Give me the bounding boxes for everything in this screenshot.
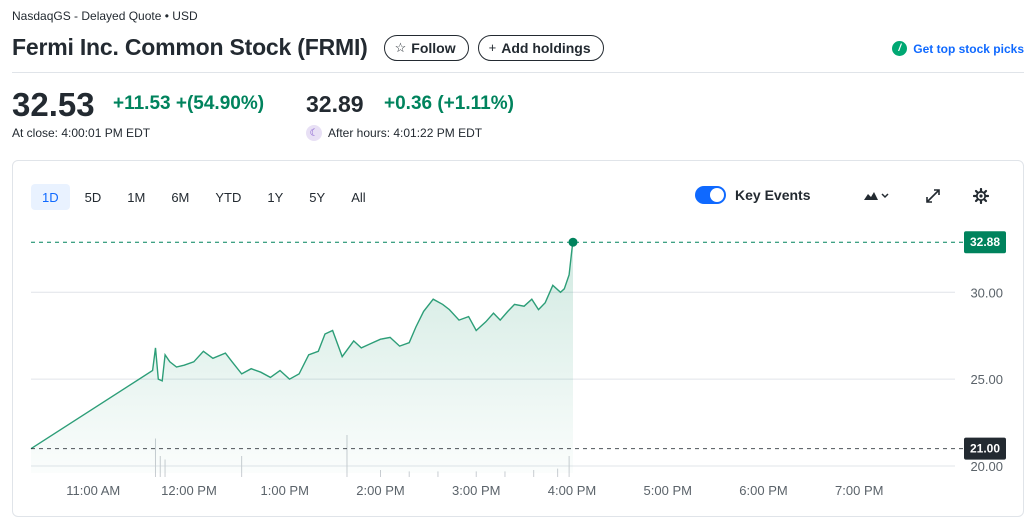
- header-divider: [12, 72, 1024, 73]
- x-tick-label: 1:00 PM: [261, 483, 309, 498]
- green-badge-icon: /: [892, 41, 908, 56]
- range-tab-5d[interactable]: 5D: [84, 189, 102, 205]
- x-tick-label: 7:00 PM: [835, 483, 883, 498]
- after-hours-price: 32.89: [306, 91, 364, 117]
- follow-button[interactable]: ☆ Follow: [383, 34, 469, 61]
- previous-close-tag: [964, 437, 1006, 460]
- after-hours-change-percent: (+1.11%): [437, 93, 514, 114]
- chart-card: 1D 5D 1M 6M YTD 1Y 5Y All Key Events 30.00 25.00…: [12, 160, 1024, 517]
- x-tick-label: 3:00 PM: [452, 483, 500, 498]
- toggle-switch[interactable]: [695, 186, 726, 204]
- x-tick-label: 5:00 PM: [644, 483, 692, 498]
- price-line: [30, 242, 574, 450]
- page-title: Fermi Inc. Common Stock (FRMI): [12, 34, 368, 60]
- y-tick-label: 20.00: [970, 459, 1003, 474]
- chart-type-button[interactable]: [861, 186, 891, 206]
- after-hours-change-value: +0.36: [384, 93, 433, 114]
- close-time: At close: 4:00:01 PM EDT: [12, 126, 151, 140]
- add-holdings-button[interactable]: + Add holdings: [477, 34, 604, 61]
- y-tick-label: 30.00: [970, 285, 1003, 300]
- current-price-tag: [964, 231, 1006, 254]
- range-tab-1d[interactable]: 1D: [31, 184, 70, 210]
- current-price-tag-label: 32.88: [970, 235, 1000, 249]
- exchange-line: NasdaqGS - Delayed Quote • USD: [12, 9, 198, 23]
- regular-change-percent: +(54.90%): [175, 93, 265, 114]
- range-tab-all[interactable]: All: [351, 189, 366, 205]
- y-tick-label: 25.00: [970, 372, 1003, 387]
- after-hours-change: +0.36 (+1.11%): [384, 93, 514, 115]
- range-tab-1m[interactable]: 1M: [127, 189, 146, 205]
- price-area: [31, 242, 573, 473]
- expand-icon: [926, 189, 940, 203]
- gear-icon: [973, 188, 989, 204]
- moon-icon: ☾: [306, 125, 322, 141]
- settings-button[interactable]: [971, 186, 991, 206]
- title-row: Fermi Inc. Common Stock (FRMI) ☆ Follow …: [12, 34, 604, 61]
- x-tick-label: 2:00 PM: [356, 483, 404, 498]
- x-tick-label: 12:00 PM: [161, 483, 217, 498]
- plus-icon: +: [488, 40, 497, 55]
- previous-close-tag-label: 21.00: [970, 442, 1000, 456]
- range-tabs: 1D 5D 1M 6M YTD 1Y 5Y All: [31, 184, 381, 210]
- regular-change: +11.53 +(54.90%): [113, 93, 264, 115]
- after-hours-time: After hours: 4:01:22 PM EDT: [328, 126, 483, 140]
- picks-label: Get top stock picks: [913, 41, 1024, 56]
- range-tab-1y[interactable]: 1Y: [267, 189, 284, 205]
- key-events-label: Key Events: [735, 187, 811, 203]
- add-holdings-label: Add holdings: [501, 39, 591, 56]
- key-events-toggle[interactable]: Key Events: [695, 186, 810, 204]
- expand-button[interactable]: [923, 186, 943, 206]
- regular-change-value: +11.53: [113, 93, 171, 114]
- range-tab-6m[interactable]: 6M: [171, 189, 190, 205]
- star-outline-icon: ☆: [394, 39, 407, 55]
- range-tab-ytd[interactable]: YTD: [215, 189, 242, 205]
- follow-label: Follow: [411, 39, 456, 56]
- last-price-dot: [568, 237, 578, 247]
- price-chart[interactable]: 30.00 25.00 20.00 11:00 AM 12:00 PM 1:00 PM 2:…: [13, 161, 1023, 516]
- after-hours-row: ☾ After hours: 4:01:22 PM EDT: [306, 125, 482, 141]
- range-tab-5y[interactable]: 5Y: [309, 189, 326, 205]
- get-top-stock-picks-link[interactable]: / Get top stock picks: [892, 41, 1024, 56]
- x-tick-label: 11:00 AM: [66, 483, 120, 498]
- mountain-chart-icon: [864, 192, 889, 200]
- x-tick-label: 4:00 PM: [548, 483, 596, 498]
- x-tick-label: 6:00 PM: [739, 483, 787, 498]
- regular-price: 32.53: [12, 86, 95, 123]
